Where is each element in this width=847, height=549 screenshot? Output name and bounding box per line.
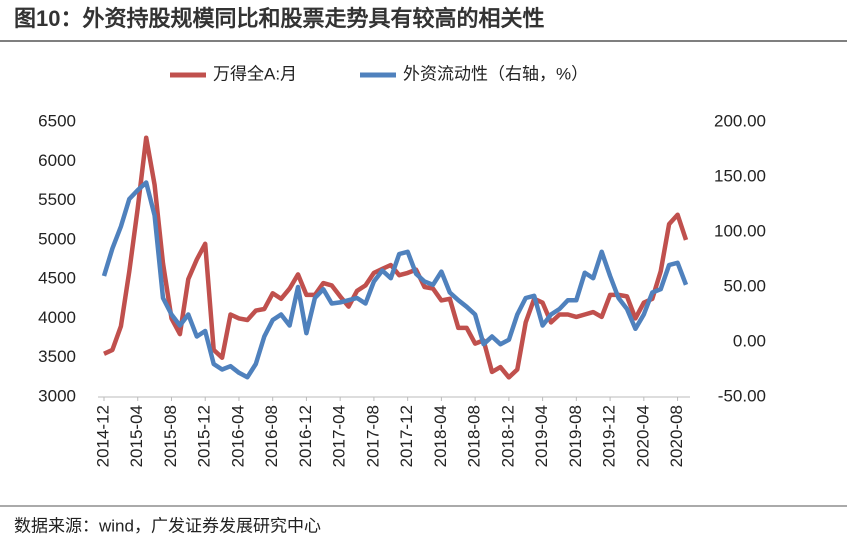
x-tick-label: 2017-08	[363, 405, 382, 467]
x-tick-label: 2014-12	[93, 405, 112, 467]
y2-tick-label: 50.00	[723, 276, 766, 295]
y2-tick-label: -50.00	[718, 386, 766, 405]
x-tick-label: 2018-04	[431, 405, 450, 467]
y2-tick-label: 200.00	[714, 111, 766, 130]
y-tick-label: 3000	[38, 386, 76, 405]
x-tick-label: 2016-08	[262, 405, 281, 467]
x-tick-label: 2015-08	[161, 405, 180, 467]
x-tick-label: 2018-12	[498, 405, 517, 467]
y-tick-label: 3500	[38, 347, 76, 366]
legend-label: 万得全A:月	[213, 64, 297, 83]
x-tick-label: 2018-08	[465, 405, 484, 467]
chart-title: 图10：外资持股规模同比和股票走势具有较高的相关性	[14, 6, 544, 31]
x-tick-label: 2015-12	[195, 405, 214, 467]
x-tick-label: 2019-08	[566, 405, 585, 467]
x-tick-label: 2017-12	[397, 405, 416, 467]
series-line	[101, 180, 689, 380]
y-tick-label: 4000	[38, 308, 76, 327]
x-tick-label: 2016-12	[296, 405, 315, 467]
x-tick-label: 2019-04	[532, 405, 551, 467]
x-tick-label: 2015-04	[127, 405, 146, 467]
y2-tick-label: 100.00	[714, 221, 766, 240]
x-tick-label: 2017-04	[330, 405, 349, 467]
x-tick-label: 2019-12	[600, 405, 619, 467]
legend-label: 外资流动性（右轴，%）	[403, 64, 588, 83]
y-tick-label: 5000	[38, 229, 76, 248]
x-tick-label: 2016-04	[228, 405, 247, 467]
y-tick-label: 5500	[38, 190, 76, 209]
y-tick-label: 6000	[38, 151, 76, 170]
y2-tick-label: 150.00	[714, 166, 766, 185]
y-tick-label: 6500	[38, 111, 76, 130]
y2-tick-label: 0.00	[733, 331, 766, 350]
x-tick-label: 2020-08	[667, 405, 686, 467]
x-tick-label: 2020-04	[633, 405, 652, 467]
y-tick-label: 4500	[38, 269, 76, 288]
source: 数据来源：wind，广发证券发展研究中心	[14, 516, 321, 535]
